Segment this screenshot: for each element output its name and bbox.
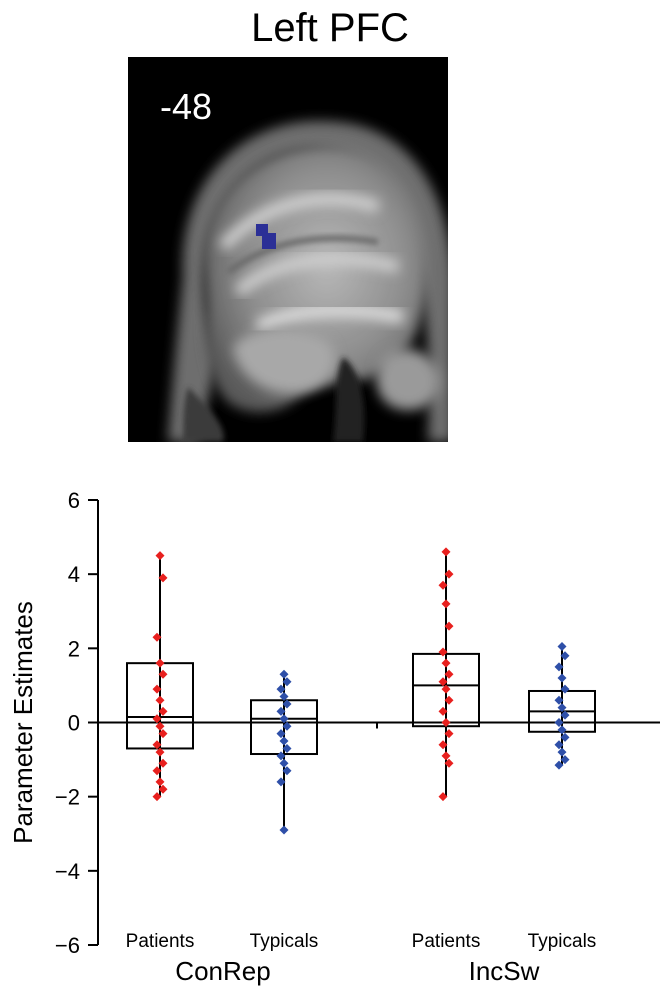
data-point: [282, 766, 292, 776]
y-tick-label: 0: [68, 711, 80, 736]
data-point: [557, 673, 567, 683]
group-label: Typicals: [250, 931, 319, 952]
data-point: [152, 714, 162, 724]
data-point: [444, 569, 454, 579]
data-point: [557, 703, 567, 713]
data-point: [441, 547, 451, 557]
data-point: [441, 658, 451, 668]
data-point: [276, 706, 286, 716]
condition-label: ConRep: [175, 956, 270, 986]
data-point: [282, 699, 292, 709]
data-point: [441, 684, 451, 694]
data-point: [152, 766, 162, 776]
slice-label: -48: [160, 86, 212, 127]
data-point: [158, 784, 168, 794]
data-point: [438, 580, 448, 590]
data-point: [282, 743, 292, 753]
data-point: [554, 662, 564, 672]
data-point: [279, 692, 289, 702]
data-point: [158, 729, 168, 739]
data-point: [441, 599, 451, 609]
condition-label: IncSw: [469, 956, 540, 986]
group-label: Patients: [412, 931, 481, 952]
figure-title: Left PFC: [251, 6, 409, 50]
data-point: [554, 718, 564, 727]
y-tick-label: −4: [55, 859, 80, 884]
data-point: [560, 651, 570, 661]
roi-marker: [256, 224, 276, 249]
data-point: [155, 658, 165, 668]
data-point: [276, 751, 286, 761]
data-point: [282, 721, 292, 731]
data-point: [152, 792, 162, 802]
data-point: [276, 729, 286, 739]
y-tick-label: 2: [68, 636, 80, 661]
data-point: [279, 758, 289, 768]
data-point: [557, 641, 567, 651]
data-point: [155, 747, 165, 757]
data-point: [155, 777, 165, 787]
data-point: [444, 729, 454, 739]
data-point: [152, 740, 162, 750]
data-point: [279, 669, 289, 679]
data-point: [438, 677, 448, 687]
data-point: [438, 647, 448, 657]
data-point: [554, 695, 564, 705]
y-tick-label: 4: [68, 562, 80, 587]
boxes: [126, 551, 596, 831]
data-point: [276, 777, 286, 787]
labels: Parameter Estimates Patients Typicals Patie…: [8, 601, 596, 986]
data-point: [279, 736, 289, 746]
y-tick-label: 6: [68, 488, 80, 513]
data-point: [155, 551, 165, 561]
data-point: [554, 760, 564, 770]
data-point: [444, 621, 454, 631]
box-plot-chart: 6 4 2 0 −2 −4 −6 Parameter Estimates Patients Ty…: [8, 488, 660, 986]
y-tick-label: −6: [55, 933, 80, 958]
data-point: [152, 684, 162, 694]
data-point: [560, 732, 570, 742]
data-point: [554, 740, 564, 750]
brain-slice-image: -48: [128, 57, 448, 442]
data-point: [560, 684, 570, 694]
data-point: [444, 669, 454, 679]
data-point: [152, 632, 162, 642]
data-point: [158, 706, 168, 716]
data-point: [279, 825, 289, 835]
data-point: [155, 695, 165, 705]
axes: 6 4 2 0 −2 −4 −6: [55, 488, 660, 958]
data-point: [557, 747, 567, 757]
data-point: [158, 758, 168, 768]
data-point: [444, 695, 454, 705]
data-point: [276, 684, 286, 694]
data-point: [282, 677, 292, 687]
data-point: [560, 755, 570, 765]
y-axis-label: Parameter Estimates: [8, 601, 38, 844]
data-point: [279, 714, 289, 724]
group-label: Typicals: [528, 931, 597, 952]
data-point: [441, 718, 451, 727]
y-tick-label: −2: [55, 785, 80, 810]
data-point: [438, 740, 448, 750]
data-point: [438, 706, 448, 716]
group-label: Patients: [126, 931, 195, 952]
points: [152, 547, 570, 835]
data-point: [441, 751, 451, 761]
data-point: [444, 758, 454, 768]
data-point: [557, 725, 567, 735]
data-point: [158, 669, 168, 679]
data-point: [155, 721, 165, 731]
data-point: [438, 792, 448, 802]
data-point: [158, 573, 168, 583]
